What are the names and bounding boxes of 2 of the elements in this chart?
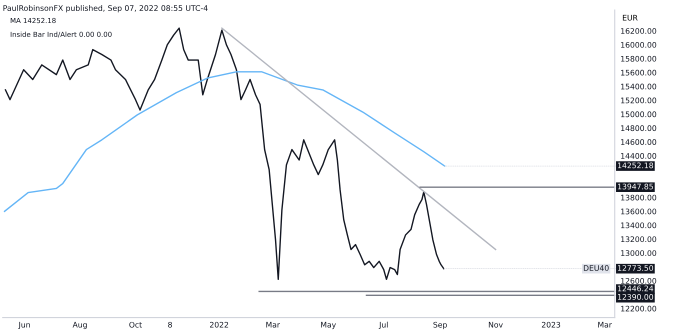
line-series [4,71,446,212]
line-series [4,27,444,280]
